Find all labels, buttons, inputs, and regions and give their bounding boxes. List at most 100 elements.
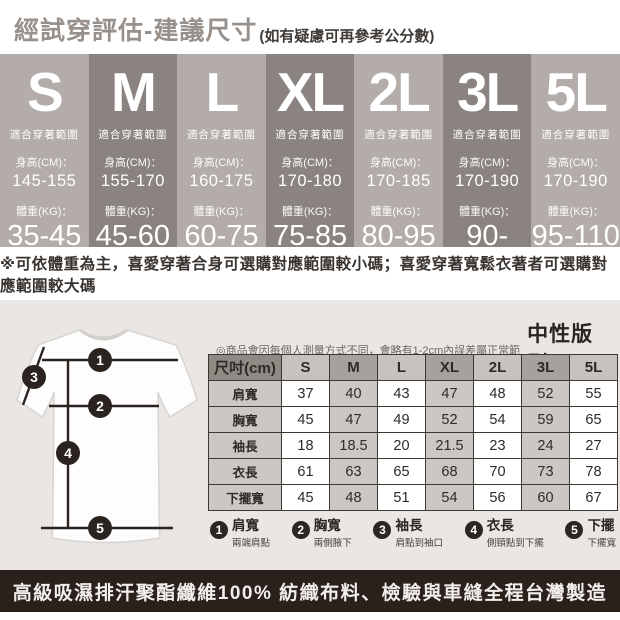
- cell-value: 56: [473, 484, 522, 511]
- weight-label: 體重(KG)：: [370, 206, 427, 218]
- marker-3: 3: [30, 369, 38, 385]
- cell-value: 68: [425, 458, 474, 485]
- marker-2: 2: [96, 398, 104, 414]
- cell-value: 49: [377, 406, 426, 433]
- weight-value: 75-85: [272, 220, 348, 252]
- legend-item-length: 4 衣長 側頸點到下擺: [464, 518, 544, 549]
- legend-text: 下擺 下擺寬: [587, 518, 616, 549]
- legend-number-badge: 1: [210, 521, 228, 539]
- height-label: 身高(CM)：: [15, 157, 73, 169]
- marker-1: 1: [96, 352, 104, 368]
- height-label: 身高(CM)：: [104, 157, 162, 169]
- header-size: 3L: [521, 354, 570, 381]
- cell-value: 55: [569, 380, 618, 407]
- cell-value: 52: [425, 406, 474, 433]
- cell-value: 47: [425, 380, 474, 407]
- cell-value: 45: [281, 484, 330, 511]
- height-value: 160-175: [189, 172, 254, 190]
- table-row: 肩寬 37 40 43 47 48 52 55: [208, 380, 618, 407]
- marker-4: 4: [64, 445, 72, 461]
- weight-label: 體重(KG)：: [16, 206, 73, 218]
- size-panel-2l: 2L 適合穿著範圍 身高(CM)： 170-185 體重(KG)： 80-95: [354, 54, 443, 252]
- size-label: 5L: [545, 61, 608, 123]
- size-label: S: [26, 61, 64, 123]
- height-value: 170-185: [366, 172, 431, 190]
- cell-value: 52: [521, 380, 570, 407]
- legend-title: 胸寬: [313, 518, 341, 533]
- weight-value: 80-95: [361, 220, 436, 252]
- legend-text: 衣長 側頸點到下擺: [487, 518, 544, 549]
- size-panel-3l: 3L 適合穿著範圍 身高(CM)： 170-190 體重(KG)： 90-105: [442, 54, 532, 285]
- note-bar: ※可依體重為主，喜愛穿著合身可選購對應範圍較小碼；喜愛穿著寬鬆衣著者可選購對應範…: [0, 247, 620, 300]
- legend-title: 肩寬: [232, 518, 259, 533]
- title-bar: 經試穿評估-建議尺寸 (如有疑慮可再參考公分數): [0, 0, 620, 54]
- fit-range-label: 適合穿著範圍: [452, 129, 522, 141]
- cell-value: 27: [569, 432, 618, 459]
- cell-value: 67: [569, 484, 618, 511]
- sizing-note: ※可依體重為主，喜愛穿著合身可選購對應範圍較小碼；喜愛穿著寬鬆衣著者可選購對應範…: [0, 255, 608, 295]
- collar-line: [79, 328, 128, 341]
- cell-value: 18: [281, 432, 330, 459]
- marker-1-circle: [88, 348, 112, 372]
- page-title: 經試穿評估-建議尺寸: [14, 17, 258, 45]
- size-panel-l: L 適合穿著範圍 身高(CM)： 160-175 體重(KG)： 60-75: [177, 54, 266, 252]
- header-size: 5L: [569, 354, 618, 381]
- cell-value: 23: [473, 432, 522, 459]
- weight-label: 體重(KG)：: [547, 206, 604, 218]
- header-size: 2L: [473, 354, 522, 381]
- size-label: M: [110, 61, 157, 123]
- size-panel-xl: XL 適合穿著範圍 身高(CM)： 170-180 體重(KG)： 75-85: [265, 54, 355, 252]
- cell-value: 18.5: [329, 432, 378, 459]
- marker-5-circle: [88, 516, 112, 540]
- cell-value: 65: [377, 458, 426, 485]
- height-value: 145-155: [12, 172, 77, 190]
- cell-value: 37: [281, 380, 330, 407]
- fit-range-label: 適合穿著範圍: [98, 129, 168, 141]
- page-title-note: (如有疑慮可再參考公分數): [259, 28, 435, 45]
- weight-label: 體重(KG)：: [281, 206, 339, 218]
- row-label: 胸寬: [208, 406, 282, 433]
- cell-value: 65: [569, 406, 618, 433]
- tshirt-measure-diagram: 1 2 3 4 5: [16, 328, 198, 544]
- size-panel-5l: 5L 適合穿著範圍 身高(CM)： 170-190 體重(KG)： 95-110: [531, 54, 620, 252]
- fit-range-label: 適合穿著範圍: [9, 129, 79, 141]
- legend-desc: 下擺寬: [587, 537, 616, 549]
- measurement-section: 1 2 3 4 5 ◎商品會因每個人測量方式不同，會略有1-2cm內誤差屬正常範…: [0, 300, 620, 570]
- table-row: 胸寬 45 47 49 52 54 59 65: [208, 406, 618, 433]
- cell-value: 51: [377, 484, 426, 511]
- legend-item-sleeve: 3 袖長 肩點到袖口: [373, 518, 443, 549]
- legend-title: 衣長: [486, 518, 514, 533]
- weight-value: 45-60: [95, 220, 170, 252]
- cell-value: 21.5: [425, 432, 474, 459]
- row-label: 肩寬: [208, 380, 282, 407]
- table-header-row: 尺吋(cm) S M L XL 2L 3L 5L: [208, 354, 618, 381]
- row-label: 下擺寬: [208, 484, 282, 511]
- header-size: XL: [425, 354, 474, 381]
- table-row: 袖長 18 18.5 20 21.5 23 24 27: [208, 432, 618, 459]
- weight-label: 體重(KG)：: [459, 206, 516, 218]
- cell-value: 48: [329, 484, 378, 511]
- legend-number-badge: 5: [565, 521, 584, 539]
- weight-value: 60-75: [184, 220, 259, 252]
- height-label: 身高(CM)：: [192, 157, 251, 169]
- height-label: 身高(CM)：: [281, 157, 339, 169]
- height-label: 身高(CM)：: [547, 157, 605, 169]
- legend-item-shoulder: 1 肩寬 兩端肩點: [210, 518, 270, 549]
- measurement-table: 尺吋(cm) S M L XL 2L 3L 5L 肩寬 37 40 43 47 …: [208, 354, 618, 511]
- size-strip: S 適合穿著範圍 身高(CM)： 145-155 體重(KG)： 35-45 M…: [0, 54, 620, 285]
- size-label: 3L: [457, 61, 519, 123]
- cell-value: 20: [377, 432, 426, 459]
- size-panel-s: S 適合穿著範圍 身高(CM)： 145-155 體重(KG)： 35-45: [0, 54, 89, 252]
- table-row: 下擺寬 45 48 51 54 56 60 67: [208, 484, 618, 511]
- cell-value: 78: [569, 458, 618, 485]
- diagram-markers: 1 2 3 4 5: [22, 348, 112, 540]
- fit-range-label: 適合穿著範圍: [275, 129, 345, 141]
- cell-value: 73: [521, 458, 570, 485]
- weight-value: 95-110: [531, 220, 620, 252]
- cell-value: 54: [425, 484, 474, 511]
- cell-value: 59: [521, 406, 570, 433]
- row-label: 袖長: [208, 432, 282, 459]
- marker-3-circle: [22, 365, 46, 389]
- size-label: XL: [276, 61, 345, 123]
